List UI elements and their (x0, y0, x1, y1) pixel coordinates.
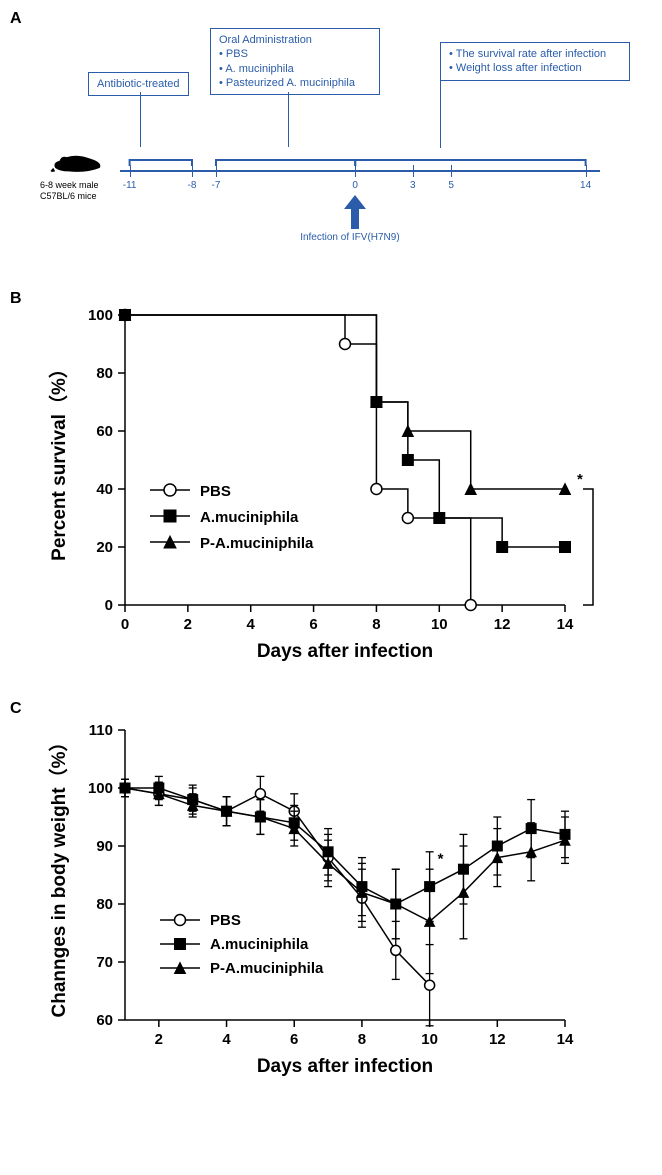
svg-text:80: 80 (96, 896, 113, 913)
svg-text:*: * (577, 471, 583, 488)
timeline-brackets (20, 20, 660, 220)
svg-text:P-A.muciniphila: P-A.muciniphila (210, 960, 324, 977)
svg-text:P-A.muciniphila: P-A.muciniphila (200, 535, 314, 552)
svg-text:Days after infection: Days after infection (257, 641, 433, 662)
svg-text:20: 20 (96, 539, 113, 556)
svg-text:10: 10 (421, 1031, 438, 1048)
svg-text:100: 100 (88, 780, 113, 797)
svg-text:0: 0 (121, 616, 129, 633)
svg-text:0: 0 (105, 597, 113, 614)
svg-text:Percent survival（%）: Percent survival（%） (47, 359, 70, 561)
svg-text:PBS: PBS (200, 483, 231, 500)
svg-text:8: 8 (372, 616, 380, 633)
svg-text:90: 90 (96, 838, 113, 855)
panel-c-label: C (10, 700, 22, 718)
svg-text:80: 80 (96, 365, 113, 382)
svg-text:12: 12 (489, 1031, 506, 1048)
svg-text:6: 6 (309, 616, 317, 633)
svg-text:*: * (438, 850, 444, 867)
panel-a: Antibiotic-treated Oral Administration •… (20, 20, 640, 250)
svg-text:2: 2 (184, 616, 192, 633)
infection-arrow-icon (344, 195, 366, 234)
svg-text:2: 2 (155, 1031, 163, 1048)
svg-text:40: 40 (96, 481, 113, 498)
svg-text:PBS: PBS (210, 912, 241, 929)
svg-text:Days after infection: Days after infection (257, 1056, 433, 1077)
svg-text:8: 8 (358, 1031, 366, 1048)
svg-text:Channges in body weight（%）: Channges in body weight（%） (47, 732, 70, 1017)
survival-chart: 0 20 40 60 80 100 0 2 4 6 8 10 12 14 Percent survival（… (10, 305, 650, 675)
svg-text:100: 100 (88, 307, 113, 324)
svg-text:10: 10 (431, 616, 448, 633)
svg-text:12: 12 (494, 616, 511, 633)
svg-text:14: 14 (557, 1031, 574, 1048)
svg-text:6: 6 (290, 1031, 298, 1048)
svg-text:A.muciniphila: A.muciniphila (210, 936, 309, 953)
svg-text:60: 60 (96, 1012, 113, 1029)
bodyweight-chart: 60 70 80 90 100 110 2 4 6 8 10 12 14 Channges in body… (10, 720, 650, 1110)
svg-text:60: 60 (96, 423, 113, 440)
svg-text:A.muciniphila: A.muciniphila (200, 509, 299, 526)
svg-text:70: 70 (96, 954, 113, 971)
svg-text:110: 110 (89, 722, 113, 739)
svg-text:4: 4 (247, 616, 256, 633)
svg-text:4: 4 (222, 1031, 231, 1048)
infection-arrow-label: Infection of IFV(H7N9) (300, 232, 399, 243)
svg-text:14: 14 (557, 616, 574, 633)
